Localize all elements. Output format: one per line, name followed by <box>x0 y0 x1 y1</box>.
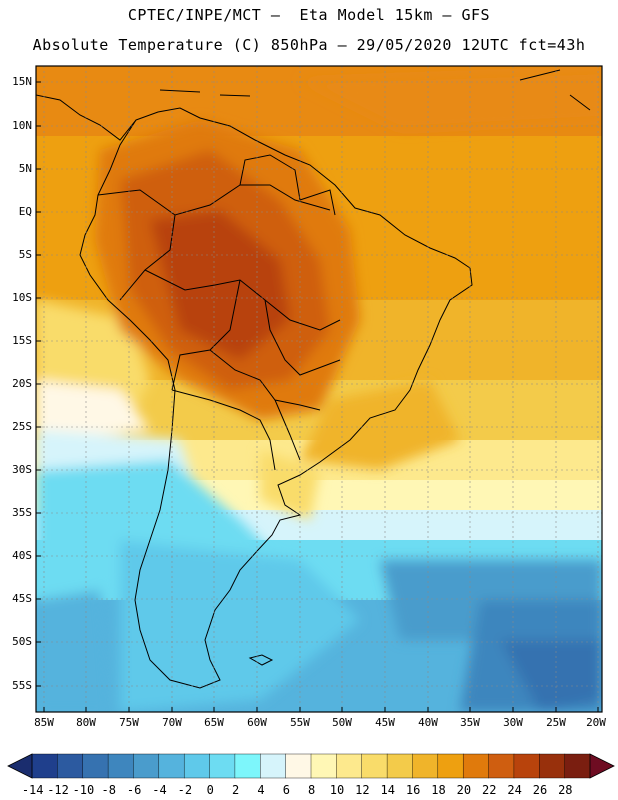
lon-label: 25W <box>546 716 566 729</box>
colorbar-label: 22 <box>481 783 497 797</box>
colorbar-label: 16 <box>405 783 421 797</box>
colorbar-label: 8 <box>308 783 316 797</box>
lat-label: 15N <box>12 75 32 88</box>
colorbar-label: -8 <box>101 783 116 797</box>
lat-label: EQ <box>18 205 32 218</box>
colorbar-cell <box>285 753 312 779</box>
lon-label: 55W <box>290 716 310 729</box>
axis-ticks <box>36 81 599 712</box>
colorbar-cell <box>31 753 58 779</box>
lat-label: 40S <box>12 549 32 562</box>
colorbar-cell <box>437 753 464 779</box>
lat-label: 10N <box>12 119 32 132</box>
lon-label: 80W <box>76 716 96 729</box>
colorbar-cell <box>310 753 337 779</box>
temperature-field <box>36 66 602 712</box>
lat-label: 35S <box>12 506 32 519</box>
colorbar-label: -14 <box>21 783 44 797</box>
colorbar-label: -10 <box>72 783 95 797</box>
lon-label: 40W <box>418 716 438 729</box>
colorbar-label: 26 <box>532 783 548 797</box>
colorbar-cell <box>234 753 261 779</box>
colorbar-label: 18 <box>431 783 446 797</box>
colorbar-cell <box>260 753 287 779</box>
coastlines <box>36 69 591 689</box>
colorbar-cells <box>31 753 591 779</box>
lon-label: 65W <box>204 716 224 729</box>
colorbar-label: 6 <box>282 783 290 797</box>
lat-label: 20S <box>12 377 32 390</box>
lon-label: 70W <box>162 716 182 729</box>
colorbar-cell <box>57 753 84 779</box>
colorbar-cell <box>107 753 134 779</box>
colorbar-label: 12 <box>355 783 370 797</box>
lat-label: 5S <box>18 248 32 261</box>
colorbar-cell <box>513 753 540 779</box>
colorbar-cell <box>386 753 413 779</box>
colorbar-arrow-left <box>7 753 33 779</box>
colorbar-cell <box>361 753 388 779</box>
lat-label: 50S <box>12 635 32 648</box>
colorbar-cell <box>336 753 363 779</box>
colorbar <box>7 753 615 779</box>
map-title-line2: Absolute Temperature (C) 850hPa – 29/05/… <box>32 36 586 54</box>
map-frame <box>35 65 603 713</box>
colorbar-cell <box>158 753 185 779</box>
colorbar-label: -2 <box>177 783 193 797</box>
colorbar-cell <box>133 753 160 779</box>
falkland-islands <box>248 654 274 666</box>
lat-label: 30S <box>12 463 32 476</box>
lat-label: 45S <box>12 592 32 605</box>
colorbar-cell <box>209 753 236 779</box>
lat-label: 10S <box>12 291 32 304</box>
colorbar-cell <box>183 753 211 779</box>
lon-label: 60W <box>247 716 267 729</box>
colorbar-label: 24 <box>507 783 522 797</box>
colorbar-label: 4 <box>257 783 265 797</box>
colorbar-cell <box>564 753 591 779</box>
lon-label: 35W <box>460 716 480 729</box>
lat-label: 55S <box>12 679 32 692</box>
lon-label: 50W <box>332 716 352 729</box>
map-title-line1: CPTEC/INPE/MCT – Eta Model 15km – GFS <box>127 6 491 24</box>
central-america <box>36 94 137 141</box>
colorbar-label: 10 <box>329 783 345 797</box>
colorbar-label: 0 <box>206 783 214 797</box>
colorbar-label: 2 <box>231 783 240 797</box>
caribbean-islands <box>159 69 591 111</box>
colorbar-cell <box>539 753 566 779</box>
lon-label: 85W <box>34 716 54 729</box>
colorbar-label: -6 <box>126 783 142 797</box>
colorbar-label: -4 <box>152 783 167 797</box>
colorbar-label: 28 <box>558 783 573 797</box>
lat-label: 15S <box>12 334 32 347</box>
lon-label: 45W <box>375 716 395 729</box>
country-borders <box>97 154 341 471</box>
colorbar-cell <box>488 753 515 779</box>
lon-label: 20W <box>586 716 606 729</box>
colorbar-cell <box>82 753 109 779</box>
colorbar-label: 20 <box>456 783 472 797</box>
south-america-outline <box>79 107 473 689</box>
lon-label: 30W <box>503 716 523 729</box>
colorbar-cell <box>462 753 490 779</box>
colorbar-cell <box>412 753 439 779</box>
lat-label: 25S <box>12 420 32 433</box>
colorbar-arrow-right <box>589 753 615 779</box>
colorbar-label: 14 <box>380 783 395 797</box>
colorbar-label: -12 <box>47 783 69 797</box>
lon-label: 75W <box>119 716 139 729</box>
lat-label: 5N <box>18 162 32 175</box>
